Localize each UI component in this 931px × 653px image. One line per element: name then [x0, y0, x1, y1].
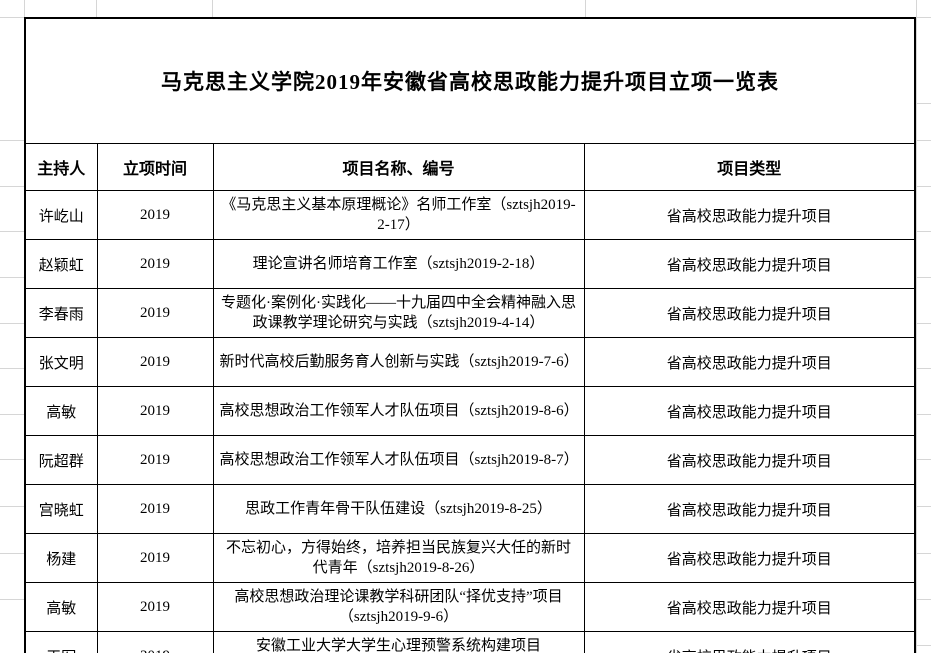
- cell-project: 高校思想政治理论课教学科研团队“择优支持”项目（sztsjh2019-9-6）: [212, 582, 585, 632]
- cell-project: 《马克思主义基本原理概论》名师工作室（sztsjh2019-2-17）: [212, 190, 585, 240]
- column-header-type: 项目类型: [583, 143, 916, 191]
- cell-year: 2019: [96, 288, 214, 338]
- cell-type: 省高校思政能力提升项目: [583, 190, 916, 240]
- gridline-left-row-header: [0, 140, 24, 141]
- gridline-top-row-left: [0, 17, 24, 18]
- cell-host: 高敏: [24, 582, 98, 632]
- cell-year: 2019: [96, 239, 214, 289]
- header-row: 主持人 立项时间 项目名称、编号 项目类型: [24, 143, 916, 191]
- gridline-right-title-row: [916, 103, 931, 104]
- cell-host: 宫晓虹: [24, 484, 98, 534]
- cell-project: 专题化·案例化·实践化——十九届四中全会精神融入思政课教学理论研究与实践（szt…: [212, 288, 585, 338]
- gridline-top-row-right: [914, 17, 931, 18]
- cell-year: 2019: [96, 484, 214, 534]
- gridline-left-row-10: [0, 599, 24, 600]
- table-row: 李春雨 2019 专题化·案例化·实践化——十九届四中全会精神融入思政课教学理论…: [24, 288, 916, 338]
- table-row: 阮超群 2019 高校思想政治工作领军人才队伍项目（sztsjh2019-8-7…: [24, 435, 916, 485]
- table-row: 赵颖虹 2019 理论宣讲名师培育工作室（sztsjh2019-2-18） 省高…: [24, 239, 916, 289]
- cell-type: 省高校思政能力提升项目: [583, 386, 916, 436]
- gridline-right-row-3: [916, 277, 931, 278]
- gridline-right-row-4: [916, 323, 931, 324]
- cell-project: 思政工作青年骨干队伍建设（sztsjh2019-8-25）: [212, 484, 585, 534]
- gridline-left-row-2: [0, 231, 24, 232]
- cell-type: 省高校思政能力提升项目: [583, 533, 916, 583]
- gridline-right-row-1: [916, 186, 931, 187]
- cell-year: 2019: [96, 386, 214, 436]
- cell-project: 新时代高校后勤服务育人创新与实践（sztsjh2019-7-6）: [212, 337, 585, 387]
- cell-host: 张文明: [24, 337, 98, 387]
- gridline-left-row-6: [0, 414, 24, 415]
- column-header-host: 主持人: [24, 143, 98, 191]
- table-row: 杨建 2019 不忘初心，方得始终，培养担当民族复兴大任的新时代青年（sztsj…: [24, 533, 916, 583]
- gridline-right-row-7: [916, 459, 931, 460]
- title-row: 马克思主义学院2019年安徽省高校思政能力提升项目立项一览表: [24, 17, 916, 144]
- gridline-left-row-3: [0, 277, 24, 278]
- gridline-left-row-7: [0, 459, 24, 460]
- cell-type: 省高校思政能力提升项目: [583, 484, 916, 534]
- column-header-project: 项目名称、编号: [212, 143, 585, 191]
- cell-type: 省高校思政能力提升项目: [583, 288, 916, 338]
- gridline-left-row-4: [0, 323, 24, 324]
- gridline-top-col2: [212, 0, 213, 17]
- table-row: 高敏 2019 高校思想政治工作领军人才队伍项目（sztsjh2019-8-6）…: [24, 386, 916, 436]
- cell-year: 2019: [96, 582, 214, 632]
- table-row: 王军 2019 安徽工业大学大学生心理预警系统构建项目（sztsjh2019-1…: [24, 631, 916, 653]
- cell-host: 阮超群: [24, 435, 98, 485]
- cell-type: 省高校思政能力提升项目: [583, 631, 916, 653]
- cell-host: 杨建: [24, 533, 98, 583]
- table-title: 马克思主义学院2019年安徽省高校思政能力提升项目立项一览表: [24, 17, 916, 144]
- gridline-right-row-9: [916, 553, 931, 554]
- gridline-left-row-8: [0, 506, 24, 507]
- cell-host: 王军: [24, 631, 98, 653]
- table-row: 高敏 2019 高校思想政治理论课教学科研团队“择优支持”项目（sztsjh20…: [24, 582, 916, 632]
- cell-host: 赵颖虹: [24, 239, 98, 289]
- table-row: 许屹山 2019 《马克思主义基本原理概论》名师工作室（sztsjh2019-2…: [24, 190, 916, 240]
- cell-year: 2019: [96, 337, 214, 387]
- gridline-left-row-9: [0, 553, 24, 554]
- projects-table: 马克思主义学院2019年安徽省高校思政能力提升项目立项一览表 主持人 立项时间 …: [24, 17, 916, 653]
- cell-project: 高校思想政治工作领军人才队伍项目（sztsjh2019-8-6）: [212, 386, 585, 436]
- cell-project: 不忘初心，方得始终，培养担当民族复兴大任的新时代青年（sztsjh2019-8-…: [212, 533, 585, 583]
- cell-host: 李春雨: [24, 288, 98, 338]
- cell-project: 高校思想政治工作领军人才队伍项目（sztsjh2019-8-7）: [212, 435, 585, 485]
- gridline-right-row-header: [916, 140, 931, 141]
- gridline-top-col1: [96, 0, 97, 17]
- cell-project: 理论宣讲名师培育工作室（sztsjh2019-2-18）: [212, 239, 585, 289]
- gridline-right-column: [916, 0, 917, 653]
- table-row: 张文明 2019 新时代高校后勤服务育人创新与实践（sztsjh2019-7-6…: [24, 337, 916, 387]
- gridline-right-row-5: [916, 368, 931, 369]
- cell-type: 省高校思政能力提升项目: [583, 239, 916, 289]
- gridline-top-col3: [585, 0, 586, 17]
- cell-host: 高敏: [24, 386, 98, 436]
- gridline-right-row-bottom: [916, 645, 931, 646]
- column-header-time: 立项时间: [96, 143, 214, 191]
- cell-project: 安徽工业大学大学生心理预警系统构建项目（sztsjh2019-10-9）: [212, 631, 585, 653]
- table-row: 宫晓虹 2019 思政工作青年骨干队伍建设（sztsjh2019-8-25） 省…: [24, 484, 916, 534]
- cell-host: 许屹山: [24, 190, 98, 240]
- cell-type: 省高校思政能力提升项目: [583, 435, 916, 485]
- cell-type: 省高校思政能力提升项目: [583, 582, 916, 632]
- cell-year: 2019: [96, 631, 214, 653]
- gridline-left-row-1: [0, 186, 24, 187]
- gridline-top-left-edge: [24, 0, 25, 17]
- gridline-right-row-2: [916, 231, 931, 232]
- gridline-right-row-8: [916, 506, 931, 507]
- gridline-left-row-5: [0, 368, 24, 369]
- gridline-right-row-10: [916, 599, 931, 600]
- cell-year: 2019: [96, 435, 214, 485]
- gridline-right-row-6: [916, 414, 931, 415]
- cell-year: 2019: [96, 533, 214, 583]
- cell-year: 2019: [96, 190, 214, 240]
- cell-type: 省高校思政能力提升项目: [583, 337, 916, 387]
